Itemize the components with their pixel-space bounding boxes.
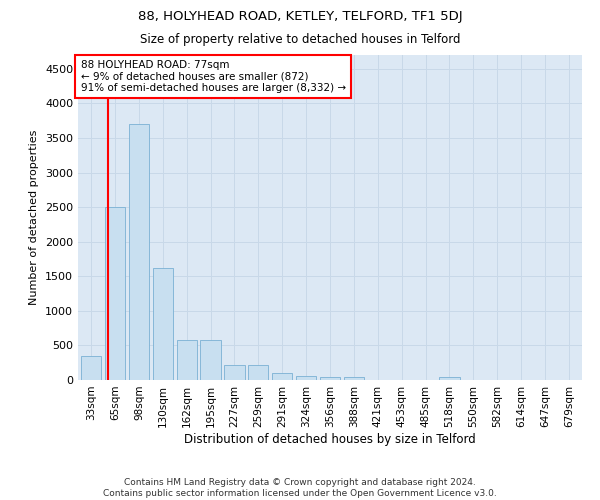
Bar (105, 207, 125, 380)
Text: Size of property relative to detached houses in Telford: Size of property relative to detached ho… (140, 32, 460, 46)
Bar (344, 376, 364, 380)
Bar (248, 365, 268, 380)
Bar (272, 373, 292, 380)
Bar (200, 340, 221, 380)
Bar (320, 376, 340, 380)
Bar (152, 268, 173, 380)
Y-axis label: Number of detached properties: Number of detached properties (29, 130, 40, 305)
Bar (129, 124, 149, 380)
Bar (296, 376, 316, 380)
Bar (81, 356, 101, 380)
X-axis label: Distribution of detached houses by size in Telford: Distribution of detached houses by size … (184, 432, 476, 446)
Bar (176, 340, 197, 380)
Text: 88 HOLYHEAD ROAD: 77sqm
← 9% of detached houses are smaller (872)
91% of semi-de: 88 HOLYHEAD ROAD: 77sqm ← 9% of detached… (80, 60, 346, 93)
Text: Contains HM Land Registry data © Crown copyright and database right 2024.
Contai: Contains HM Land Registry data © Crown c… (103, 478, 497, 498)
Bar (439, 376, 460, 380)
Bar (224, 365, 245, 380)
Text: 88, HOLYHEAD ROAD, KETLEY, TELFORD, TF1 5DJ: 88, HOLYHEAD ROAD, KETLEY, TELFORD, TF1 … (137, 10, 463, 23)
